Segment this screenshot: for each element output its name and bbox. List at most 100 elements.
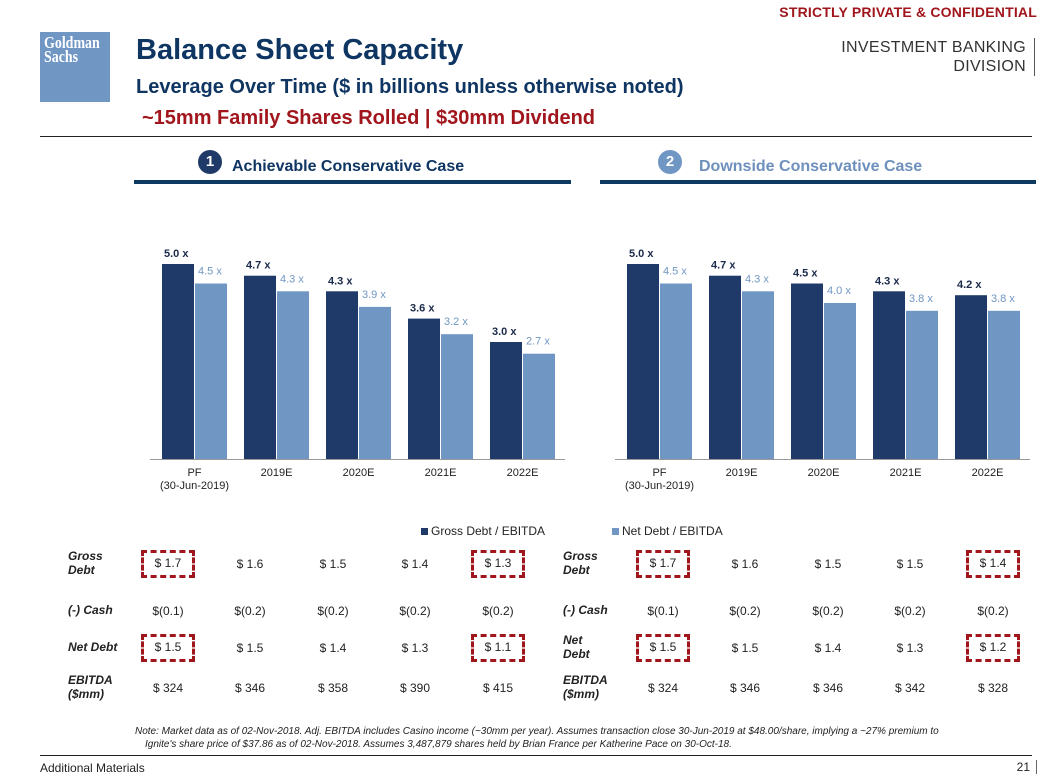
row-label: Gross Debt: [563, 549, 598, 577]
table-row: Net Debt $ 1.5 $ 1.5 $ 1.4 $ 1.3 $ 1.2: [563, 633, 1043, 669]
data-label-net: 3.2 x: [444, 316, 468, 328]
table-cell: $ 1.3: [401, 641, 429, 655]
scenario-subtitle: ~15mm Family Shares Rolled | $30mm Divid…: [142, 107, 595, 129]
bar-net-debt-ebitda: [742, 291, 774, 459]
table-cell: $(0.2): [482, 604, 514, 618]
data-label-gross: 3.0 x: [492, 326, 517, 338]
debt-table-achievable: Gross Debt $ 1.7 $ 1.6 $ 1.5 $ 1.4 $ 1.3 (-) Ca…: [68, 545, 548, 715]
x-tick-label: 2021E: [890, 467, 922, 479]
case-title: Downside Conservative Case: [699, 158, 923, 175]
data-label-gross: 4.5 x: [793, 268, 818, 280]
table-cell-highlighted: $ 1.7: [636, 550, 690, 578]
x-tick-label: (30-Jun-2019): [160, 480, 229, 492]
row-label: Net Debt: [563, 633, 590, 661]
data-label-gross: 3.6 x: [410, 303, 435, 315]
table-cell: $(0.1): [152, 604, 184, 618]
x-tick-label: (30-Jun-2019): [625, 480, 694, 492]
table-row: Gross Debt $ 1.7 $ 1.6 $ 1.5 $ 1.4 $ 1.3: [68, 549, 548, 585]
leverage-chart-achievable: 5.0 x 4.5 x PF(30-Jun-2019) 4.7 x 4.3 x 2019E…: [150, 248, 565, 492]
table-cell: $ 1.6: [236, 557, 264, 571]
table-row: EBITDA ($mm) $ 324 $ 346 $ 358 $ 390 $ 415: [68, 673, 548, 709]
table-cell: $ 1.5: [896, 557, 924, 571]
data-label-gross: 5.0 x: [164, 248, 189, 260]
table-cell-highlighted: $ 1.2: [966, 634, 1020, 662]
data-label-gross: 4.3 x: [328, 275, 353, 287]
data-label-net: 4.0 x: [827, 285, 851, 297]
x-tick-label: 2020E: [343, 467, 375, 479]
table-cell: $ 390: [399, 681, 431, 695]
division-line2: DIVISION: [953, 58, 1026, 75]
x-tick-label: 2021E: [425, 467, 457, 479]
data-label-gross: 4.2 x: [957, 279, 982, 291]
table-cell: $ 1.4: [319, 641, 347, 655]
bar-gross-debt-ebitda: [627, 264, 659, 459]
table-cell-highlighted: $ 1.1: [471, 634, 525, 662]
table-cell-highlighted: $ 1.3: [471, 550, 525, 578]
bar-net-debt-ebitda: [441, 334, 473, 459]
x-tick-label: 2022E: [507, 467, 539, 479]
bar-net-debt-ebitda: [359, 306, 391, 459]
table-cell: $ 358: [317, 681, 349, 695]
table-cell: $ 415: [482, 681, 514, 695]
table-cell: $ 346: [729, 681, 761, 695]
table-cell: $ 1.5: [319, 557, 347, 571]
bar-net-debt-ebitda: [277, 291, 309, 459]
table-cell: $(0.2): [977, 604, 1009, 618]
data-label-net: 3.9 x: [362, 289, 386, 301]
bar-gross-debt-ebitda: [162, 264, 194, 459]
table-row: EBITDA ($mm) $ 324 $ 346 $ 346 $ 342 $ 328: [563, 673, 1043, 709]
footer-section-label: Additional Materials: [40, 761, 145, 775]
table-cell: $ 1.6: [731, 557, 759, 571]
bar-gross-debt-ebitda: [408, 318, 440, 459]
case-title: Achievable Conservative Case: [232, 158, 465, 175]
table-cell: $ 1.4: [814, 641, 842, 655]
table-cell: $(0.2): [399, 604, 431, 618]
bar-gross-debt-ebitda: [709, 275, 741, 459]
x-tick-label: 2022E: [972, 467, 1004, 479]
table-cell: $ 1.4: [401, 557, 429, 571]
table-row: (-) Cash $(0.1) $(0.2) $(0.2) $(0.2) $(0.2): [563, 596, 1043, 632]
legend-item-net: Net Debt / EBITDA: [612, 524, 723, 538]
data-label-net: 4.5 x: [198, 266, 222, 278]
table-cell: $(0.2): [234, 604, 266, 618]
footnote-line1: Note: Market data as of 02-Nov-2018. Adj…: [135, 726, 939, 737]
data-label-net: 4.3 x: [280, 273, 304, 285]
logo-text-line2: Sachs: [44, 47, 79, 66]
table-cell: $ 346: [812, 681, 844, 695]
row-label: (-) Cash: [68, 603, 113, 617]
table-cell-highlighted: $ 1.5: [141, 634, 195, 662]
footer-divider: [40, 755, 1032, 756]
confidentiality-label: STRICTLY PRIVATE & CONFIDENTIAL: [779, 4, 1037, 20]
table-row: Net Debt $ 1.5 $ 1.5 $ 1.4 $ 1.3 $ 1.1: [68, 633, 548, 669]
x-tick-label: 2019E: [726, 467, 758, 479]
bar-net-debt-ebitda: [824, 303, 856, 459]
bar-net-debt-ebitda: [906, 310, 938, 459]
table-cell: $ 328: [977, 681, 1009, 695]
page-title: Balance Sheet Capacity: [136, 34, 464, 66]
row-label: Net Debt: [68, 640, 118, 654]
division-line1: INVESTMENT BANKING: [841, 39, 1026, 56]
table-cell: $ 1.3: [896, 641, 924, 655]
table-cell: $ 346: [234, 681, 266, 695]
page-number: 21: [1017, 760, 1037, 774]
data-label-net: 3.8 x: [909, 293, 933, 305]
case-header-downside: 2 Downside Conservative Case: [600, 148, 1036, 184]
data-label-gross: 4.7 x: [711, 260, 736, 272]
bar-net-debt-ebitda: [988, 310, 1020, 459]
data-label-gross: 4.7 x: [246, 260, 271, 272]
case-header-achievable: 1 Achievable Conservative Case: [134, 148, 571, 184]
data-label-gross: 5.0 x: [629, 248, 654, 260]
table-cell: $ 324: [152, 681, 184, 695]
bar-net-debt-ebitda: [523, 353, 555, 459]
table-cell: $ 1.5: [731, 641, 759, 655]
bar-gross-debt-ebitda: [326, 291, 358, 459]
data-label-net: 4.3 x: [745, 273, 769, 285]
division-label: INVESTMENT BANKING DIVISION: [841, 38, 1035, 76]
table-cell: $(0.2): [317, 604, 349, 618]
debt-table-downside: Gross Debt $ 1.7 $ 1.6 $ 1.5 $ 1.5 $ 1.4 (-) Ca…: [563, 545, 1043, 715]
x-tick-label: PF: [187, 467, 201, 479]
logo-text-line1: Goldman: [44, 33, 100, 52]
footnote-line2: Ignite's share price of $37.86 as of 02-…: [145, 739, 732, 750]
bar-gross-debt-ebitda: [955, 295, 987, 459]
table-cell-highlighted: $ 1.7: [141, 550, 195, 578]
